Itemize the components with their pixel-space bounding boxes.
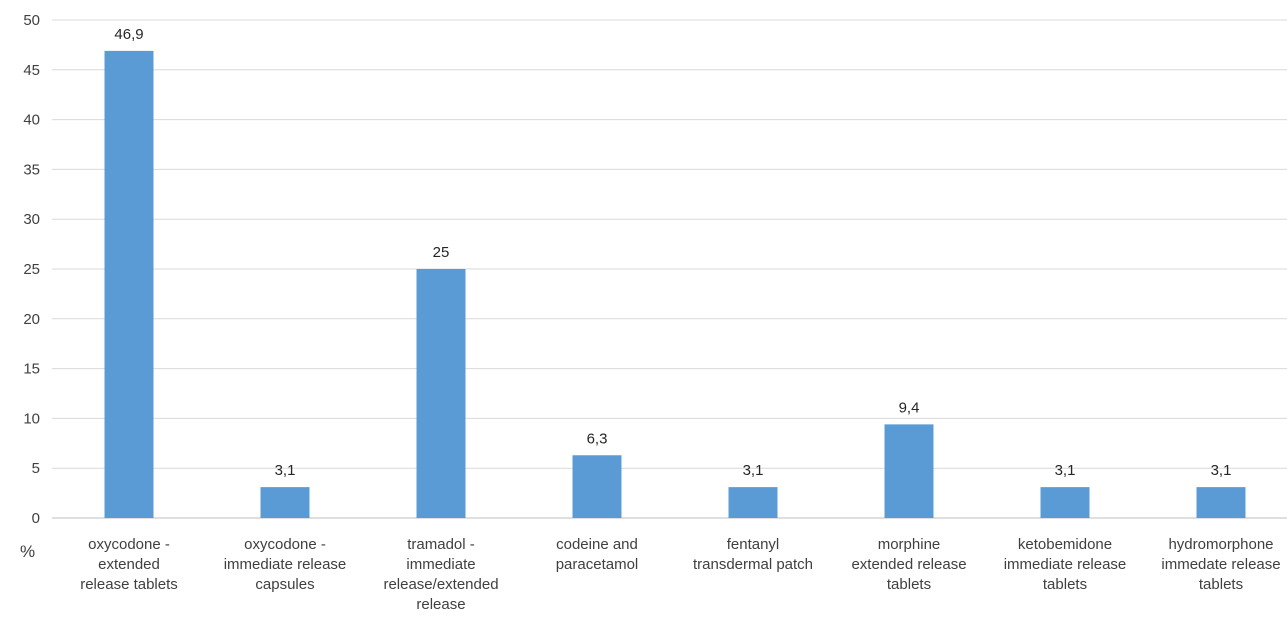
data-label: 6,3 <box>587 430 608 447</box>
y-tick-label: 45 <box>23 62 40 79</box>
category-label: ketobemidone immediate release tablets <box>1004 536 1127 593</box>
y-tick-label: 40 <box>23 112 40 129</box>
category-label: tramadol - immediate release/extended relea… <box>383 536 498 613</box>
category-label: morphine extended release tablets <box>851 536 966 593</box>
y-axis-tick-labels: 0 5 10 15 20 25 30 35 40 45 50 <box>23 12 40 527</box>
y-tick-label: 0 <box>32 510 40 527</box>
y-tick-label: 25 <box>23 261 40 278</box>
category-label-line: tablets <box>1043 576 1087 593</box>
data-label: 3,1 <box>1211 462 1232 479</box>
category-labels: oxycodone -extended release tabletsoxycod… <box>80 536 1280 613</box>
data-label: 46,9 <box>114 26 143 43</box>
category-label: fentanyl transdermal patch <box>693 536 813 573</box>
y-tick-label: 30 <box>23 211 40 228</box>
category-label-line: release tablets <box>80 576 178 593</box>
category-label-line: tablets <box>887 576 931 593</box>
bar <box>260 487 310 518</box>
y-tick-label: 50 <box>23 12 40 29</box>
category-label-line: fentanyl <box>727 536 780 553</box>
data-label: 3,1 <box>1055 462 1076 479</box>
y-tick-label: 20 <box>23 311 40 328</box>
bar <box>884 424 934 518</box>
data-label: 3,1 <box>275 462 296 479</box>
category-label-line: ketobemidone <box>1018 536 1112 553</box>
category-label-line: immediate release <box>224 556 347 573</box>
y-tick-label: 10 <box>23 410 40 427</box>
category-label-line: tablets <box>1199 576 1243 593</box>
y-tick-label: 5 <box>32 460 40 477</box>
bar <box>1040 487 1090 518</box>
data-label: 3,1 <box>743 462 764 479</box>
category-label-line: morphine <box>878 536 941 553</box>
y-tick-label: 15 <box>23 361 40 378</box>
category-label-line: capsules <box>255 576 314 593</box>
data-label: 25 <box>433 244 450 261</box>
y-tick-label: 35 <box>23 161 40 178</box>
category-label-line: release <box>416 596 465 613</box>
category-label-line: release/extended <box>383 576 498 593</box>
category-label-line: immedate release <box>1161 556 1280 573</box>
bar <box>416 269 466 518</box>
data-labels: 46,9 3,1 25 6,3 3,1 9,4 3,1 3,1 <box>114 26 1231 479</box>
data-label: 9,4 <box>899 399 920 416</box>
bar <box>1196 487 1246 518</box>
category-label-line: immediate release <box>1004 556 1127 573</box>
y-unit-label: % <box>20 542 35 561</box>
bar <box>572 455 622 518</box>
bars <box>104 50 1246 518</box>
category-label: oxycodone - extended release tablets <box>80 536 178 593</box>
category-label-line: extended release <box>851 556 966 573</box>
category-label-line: immediate <box>406 556 475 573</box>
category-label-line: tramadol - <box>407 536 475 553</box>
category-label-line: extended <box>98 556 160 573</box>
category-label: codeine and paracetamol <box>556 536 639 573</box>
category-label-line: paracetamol <box>556 556 639 573</box>
category-label-line: hydromorphone <box>1168 536 1273 553</box>
category-label: oxycodone - immediate release capsules <box>224 536 347 593</box>
bar <box>104 50 154 518</box>
bar <box>728 487 778 518</box>
category-label-line: transdermal patch <box>693 556 813 573</box>
category-label-line: oxycodone - <box>244 536 326 553</box>
category-label: hydromorphone immedate release tablets <box>1161 536 1280 593</box>
category-label-line: codeine and <box>556 536 638 553</box>
category-label-line: oxycodone - <box>88 536 170 553</box>
gridlines <box>52 19 1287 519</box>
